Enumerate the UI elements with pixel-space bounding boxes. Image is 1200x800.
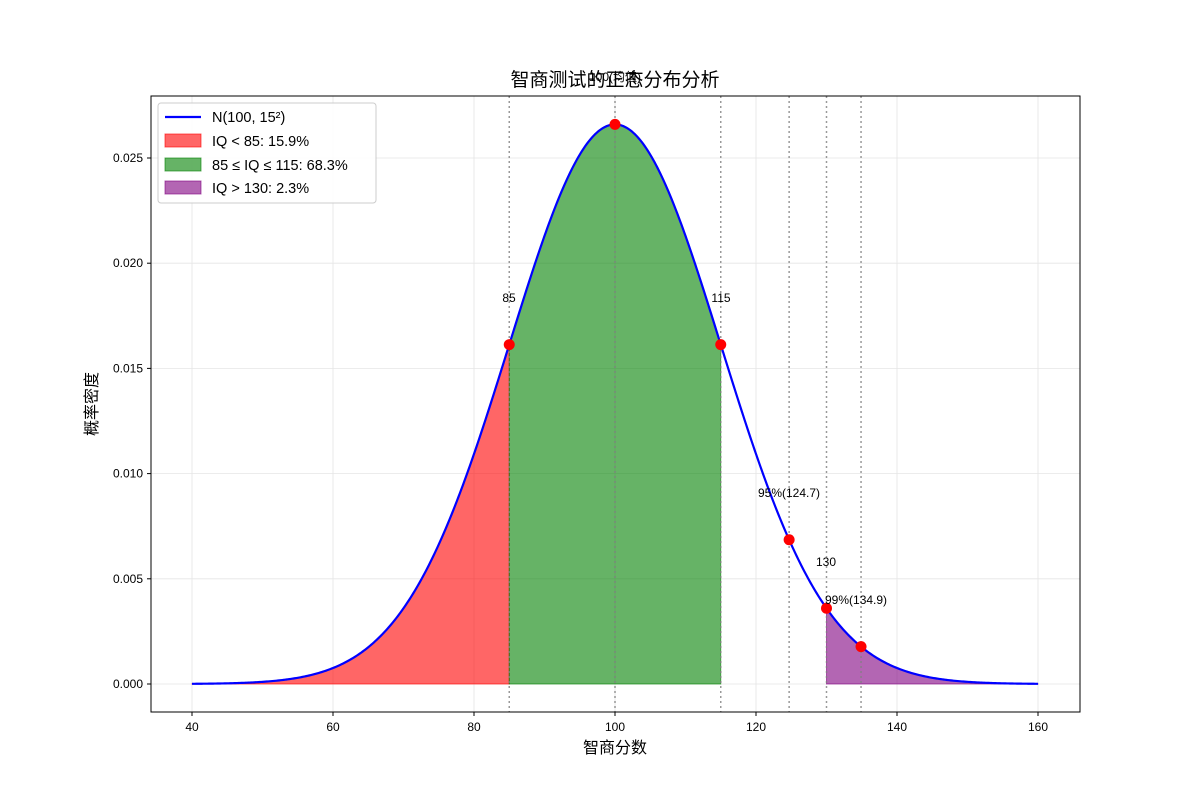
legend-label: IQ > 130: 2.3% (212, 181, 309, 197)
x-tick-label: 120 (746, 720, 766, 734)
marker-points (503, 118, 867, 653)
x-axis-ticks: 40 60 80 100 120 140 160 (185, 712, 1048, 734)
chart-title: 智商测试的正态分布分析 (510, 69, 719, 91)
legend-label: IQ < 85: 15.9% (212, 134, 309, 150)
legend-item-curve: N(100, 15²) (165, 110, 285, 126)
x-axis-title: 智商分数 (583, 738, 647, 757)
point-annotation: 130 (816, 555, 836, 569)
legend-item-high: IQ > 130: 2.3% (164, 180, 309, 197)
y-tick-label: 0.010 (113, 467, 143, 481)
x-tick-label: 160 (1028, 720, 1048, 734)
y-tick-label: 0.005 (113, 572, 143, 586)
y-axis-title: 概率密度 (82, 372, 101, 436)
x-tick-label: 80 (467, 720, 481, 734)
legend-item-middle: 85 ≤ IQ ≤ 115: 68.3% (164, 157, 348, 174)
point-annotation: 115 (711, 291, 730, 305)
data-point-marker (503, 339, 515, 351)
data-point-marker (715, 339, 727, 351)
point-annotation: 99%(134.9) (825, 593, 887, 607)
point-annotation: 100(均值) (589, 69, 641, 84)
point-annotation: 85 (502, 291, 516, 305)
legend-label: 85 ≤ IQ ≤ 115: 68.3% (212, 158, 348, 174)
point-annotations: 85 100(均值) 115 95%(124.7) 130 99%(134.9) (502, 69, 887, 607)
y-tick-label: 0.025 (113, 151, 143, 165)
data-point-marker (609, 118, 621, 130)
legend-patch-red-icon (164, 133, 202, 148)
legend-item-low: IQ < 85: 15.9% (164, 133, 309, 150)
x-tick-label: 100 (605, 720, 625, 734)
legend-label: N(100, 15²) (212, 110, 285, 126)
y-axis-ticks: 0.000 0.005 0.010 0.015 0.020 0.025 (113, 151, 151, 691)
y-tick-label: 0.020 (113, 256, 143, 270)
legend-box (157, 102, 377, 204)
legend: N(100, 15²) IQ < 85: 15.9% 85 ≤ IQ ≤ 115… (157, 102, 377, 204)
y-tick-label: 0.000 (113, 677, 143, 691)
x-tick-label: 140 (887, 720, 907, 734)
data-point-marker (821, 602, 832, 614)
x-tick-label: 40 (185, 720, 199, 734)
x-tick-label: 60 (326, 720, 340, 734)
point-annotation: 95%(124.7) (758, 486, 820, 500)
data-point-marker (783, 534, 795, 546)
y-tick-label: 0.015 (113, 361, 143, 375)
legend-patch-green-icon (164, 157, 202, 172)
data-point-marker (855, 641, 867, 653)
legend-patch-purple-icon (164, 180, 202, 195)
